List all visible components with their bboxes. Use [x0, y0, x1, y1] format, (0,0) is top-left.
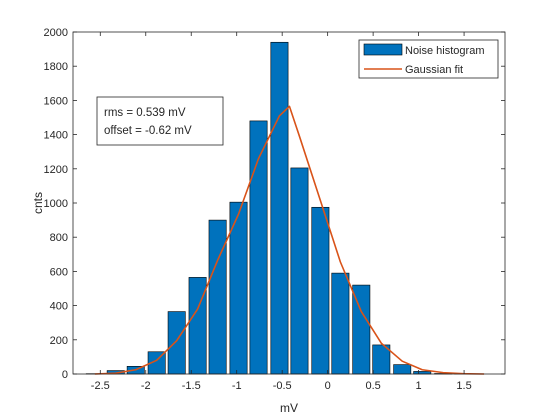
- y-tick-label: 800: [50, 232, 68, 244]
- legend-label-gaussian-fit: Gaussian fit: [405, 64, 463, 76]
- x-tick-label: -0.5: [273, 380, 292, 392]
- histogram-bar: [188, 277, 207, 375]
- legend-label-noise-histogram: Noise histogram: [405, 45, 484, 57]
- y-axis-label: cnts: [31, 192, 45, 214]
- y-tick-label: 2000: [44, 27, 68, 39]
- x-tick-label: -1: [232, 380, 242, 392]
- y-tick-label: 1400: [44, 130, 68, 142]
- histogram-bar: [167, 311, 186, 375]
- x-tick-label: 1.5: [456, 380, 471, 392]
- stats-annotation: rms = 0.539 mV offset = -0.62 mV: [96, 96, 224, 146]
- x-tick-label: 0: [325, 380, 331, 392]
- y-tick-label: 600: [50, 266, 68, 278]
- legend-swatch-noise-histogram: [363, 43, 403, 56]
- histogram-bar: [393, 364, 412, 375]
- y-tick-label: 1600: [44, 95, 68, 107]
- axes: -2.5 -2 -1.5 -1 -0.5 0 0.5 1 1.5 0 200 400 600 800 100…: [44, 27, 506, 392]
- histogram-bar: [208, 219, 227, 375]
- x-tick-label: 1: [416, 380, 422, 392]
- offset-text: offset = -0.62 mV: [104, 125, 192, 137]
- histogram-bar: [331, 272, 350, 375]
- histogram-bar: [311, 206, 330, 375]
- gaussian-fit-line: [94, 105, 485, 375]
- x-tick-label: -2: [141, 380, 151, 392]
- y-tick-label: 1200: [44, 164, 68, 176]
- histogram-bar: [270, 41, 289, 375]
- rms-text: rms = 0.539 mV: [104, 107, 186, 119]
- y-tick-label: 200: [50, 335, 68, 347]
- stats-annotation-box: [96, 96, 224, 146]
- histogram-bar: [290, 167, 309, 375]
- y-tick-label: 400: [50, 301, 68, 313]
- y-tick-label: 0: [62, 369, 68, 381]
- plot-area: [73, 32, 505, 374]
- x-axis-label: mV: [280, 401, 298, 415]
- y-tick-label: 1000: [44, 198, 68, 210]
- x-tick-label: 0.5: [365, 380, 380, 392]
- plot-background: [73, 32, 505, 374]
- x-tick-label: -1.5: [182, 380, 201, 392]
- y-tick-label: 1800: [44, 61, 68, 73]
- gaussian-fit-layer: [94, 105, 485, 375]
- legend: Noise histogram Gaussian fit: [358, 39, 499, 79]
- x-tick-label: -2.5: [91, 380, 110, 392]
